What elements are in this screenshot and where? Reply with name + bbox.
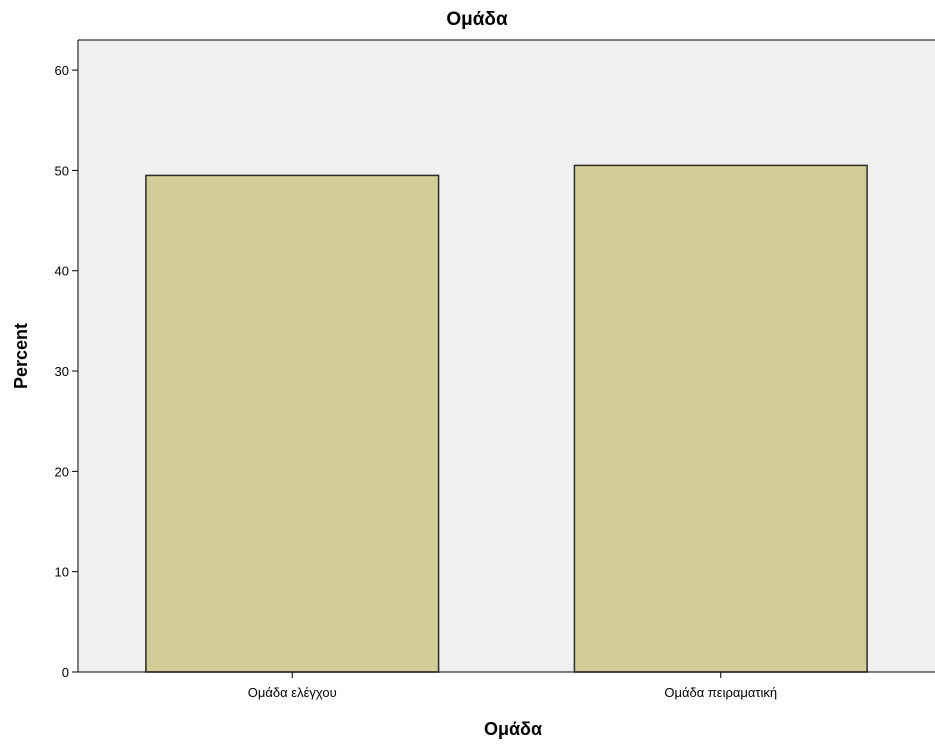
y-tick-label: 40 [55,264,69,279]
y-tick-label: 30 [55,364,69,379]
y-tick-label: 60 [55,63,69,78]
x-category-label: Ομάδα ελέγχου [248,685,337,700]
x-ticks: Ομάδα ελέγχου Ομάδα πειραματική [248,672,777,700]
y-tick-label: 10 [55,565,69,580]
y-ticks: 0 10 20 30 40 50 60 [55,63,78,680]
y-axis-title: Percent [11,323,31,389]
y-tick-label: 0 [62,665,69,680]
bar [573,164,868,673]
x-axis-title: Ομάδα [484,719,542,739]
y-tick-label: 20 [55,464,69,479]
y-tick-label: 50 [55,163,69,178]
bar [145,174,440,673]
x-category-label: Ομάδα πειραματική [664,685,777,700]
chart-title: Ομάδα [446,9,508,30]
